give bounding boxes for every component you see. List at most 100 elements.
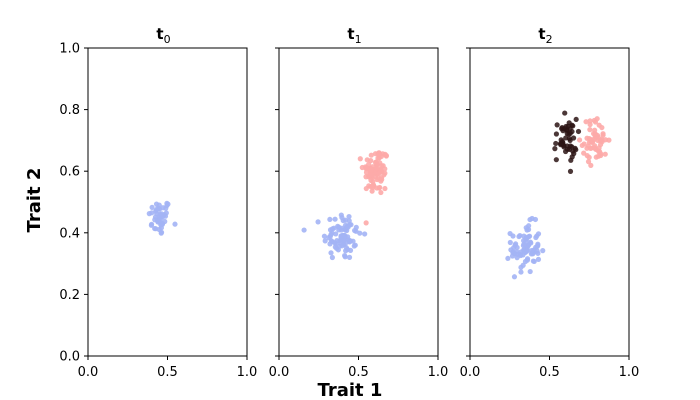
data-point-blue <box>523 225 529 231</box>
data-point-dark <box>573 147 579 153</box>
data-point-blue <box>162 213 169 219</box>
data-point-blue <box>532 216 539 223</box>
data-point-blue <box>339 232 346 239</box>
data-point-blue <box>301 227 307 233</box>
data-point-dark <box>564 127 570 133</box>
data-point-pink <box>588 162 594 168</box>
data-point-blue <box>523 239 529 245</box>
data-point-blue <box>332 216 338 222</box>
panel-frame <box>469 47 630 357</box>
data-point-pink <box>598 137 605 144</box>
data-point-pink <box>374 165 380 171</box>
data-point-dark <box>562 110 568 116</box>
data-point-blue <box>345 224 351 230</box>
data-point-pink <box>592 131 598 137</box>
data-point-blue <box>540 248 546 254</box>
data-point-pink <box>596 149 602 155</box>
x-tick-label: 1.0 <box>619 365 640 380</box>
data-point-dark <box>575 128 582 135</box>
data-point-blue <box>153 208 159 214</box>
x-tick-label: 0.5 <box>539 365 560 380</box>
data-point-blue <box>516 233 522 240</box>
data-point-blue <box>351 243 357 249</box>
data-point-pink <box>363 165 370 171</box>
data-point-pink <box>378 178 384 184</box>
data-point-pink <box>587 121 593 128</box>
data-point-blue <box>507 239 513 246</box>
data-point-blue <box>339 214 345 221</box>
panels-layer: t0 0.0 0.5 1.0 0.0 0.2 0.4 0.6 0.8 1.0 t1 0.0 0.5 1.0… <box>59 25 639 380</box>
data-point-dark <box>567 143 574 149</box>
data-point-pink <box>595 153 601 159</box>
data-point-blue <box>535 256 542 262</box>
data-point-blue <box>526 233 533 239</box>
x-tick-label: 0.0 <box>269 365 290 380</box>
data-point-pink <box>584 153 590 159</box>
data-point-blue <box>339 243 345 249</box>
data-point-pink <box>376 170 382 176</box>
x-tick-label: 0.5 <box>157 365 178 380</box>
data-point-pink <box>368 177 374 183</box>
data-point-pink <box>364 157 370 163</box>
data-point-pink <box>369 188 375 194</box>
data-point-pink <box>378 189 384 196</box>
y-tick-label: 1.0 <box>59 42 80 57</box>
y-tick-label: 0.0 <box>59 350 80 365</box>
x-tick-label: 1.0 <box>428 365 449 380</box>
panel-2: t2 0.0 0.5 1.0 <box>460 25 640 380</box>
data-point-dark <box>552 146 558 152</box>
y-tick-label: 0.6 <box>59 165 80 180</box>
x-tick-label: 0.0 <box>460 365 481 380</box>
data-point-blue <box>524 248 530 254</box>
data-point-dark <box>567 168 574 174</box>
data-point-blue <box>346 254 353 260</box>
data-point-blue <box>518 269 524 275</box>
data-point-blue <box>524 257 530 263</box>
data-point-pink <box>594 116 600 122</box>
data-point-pink <box>596 122 602 128</box>
data-point-blue <box>357 230 363 236</box>
data-point-dark <box>553 140 559 147</box>
data-point-pink <box>368 166 374 172</box>
data-point-blue <box>511 274 518 280</box>
data-point-blue <box>529 248 535 254</box>
data-point-blue <box>335 223 341 229</box>
data-point-blue <box>165 201 171 207</box>
data-point-blue <box>514 249 520 255</box>
data-point-blue <box>156 202 162 208</box>
data-point-blue <box>152 217 158 223</box>
data-point-pink <box>579 142 585 149</box>
y-tick-label: 0.2 <box>59 288 80 303</box>
data-point-dark <box>558 142 564 148</box>
data-point-pink <box>368 172 374 178</box>
data-point-blue <box>342 254 348 260</box>
data-point-pink <box>363 185 369 192</box>
data-point-blue <box>146 211 152 217</box>
data-point-blue <box>329 254 335 261</box>
x-tick-label: 0.0 <box>78 365 99 380</box>
data-point-pink <box>602 151 608 157</box>
data-point-blue <box>343 248 349 254</box>
data-point-blue <box>322 238 328 244</box>
data-point-blue <box>518 252 524 259</box>
data-point-pink <box>380 163 386 169</box>
data-point-blue <box>159 211 165 217</box>
data-point-blue <box>347 239 353 245</box>
data-point-dark <box>553 157 559 163</box>
data-point-dark <box>569 154 575 160</box>
data-point-blue <box>160 205 166 211</box>
data-point-blue <box>149 204 155 210</box>
data-point-dark <box>570 135 577 141</box>
data-point-blue <box>158 229 165 235</box>
data-point-blue <box>527 216 533 223</box>
data-point-blue <box>353 224 359 230</box>
data-point-pink <box>363 169 370 175</box>
panel-frame <box>278 47 439 357</box>
data-point-blue <box>148 221 155 227</box>
data-point-blue <box>505 255 511 262</box>
data-point-dark <box>566 135 573 142</box>
data-point-pink <box>600 131 606 137</box>
data-point-pink <box>577 137 583 143</box>
data-point-blue <box>527 239 533 245</box>
